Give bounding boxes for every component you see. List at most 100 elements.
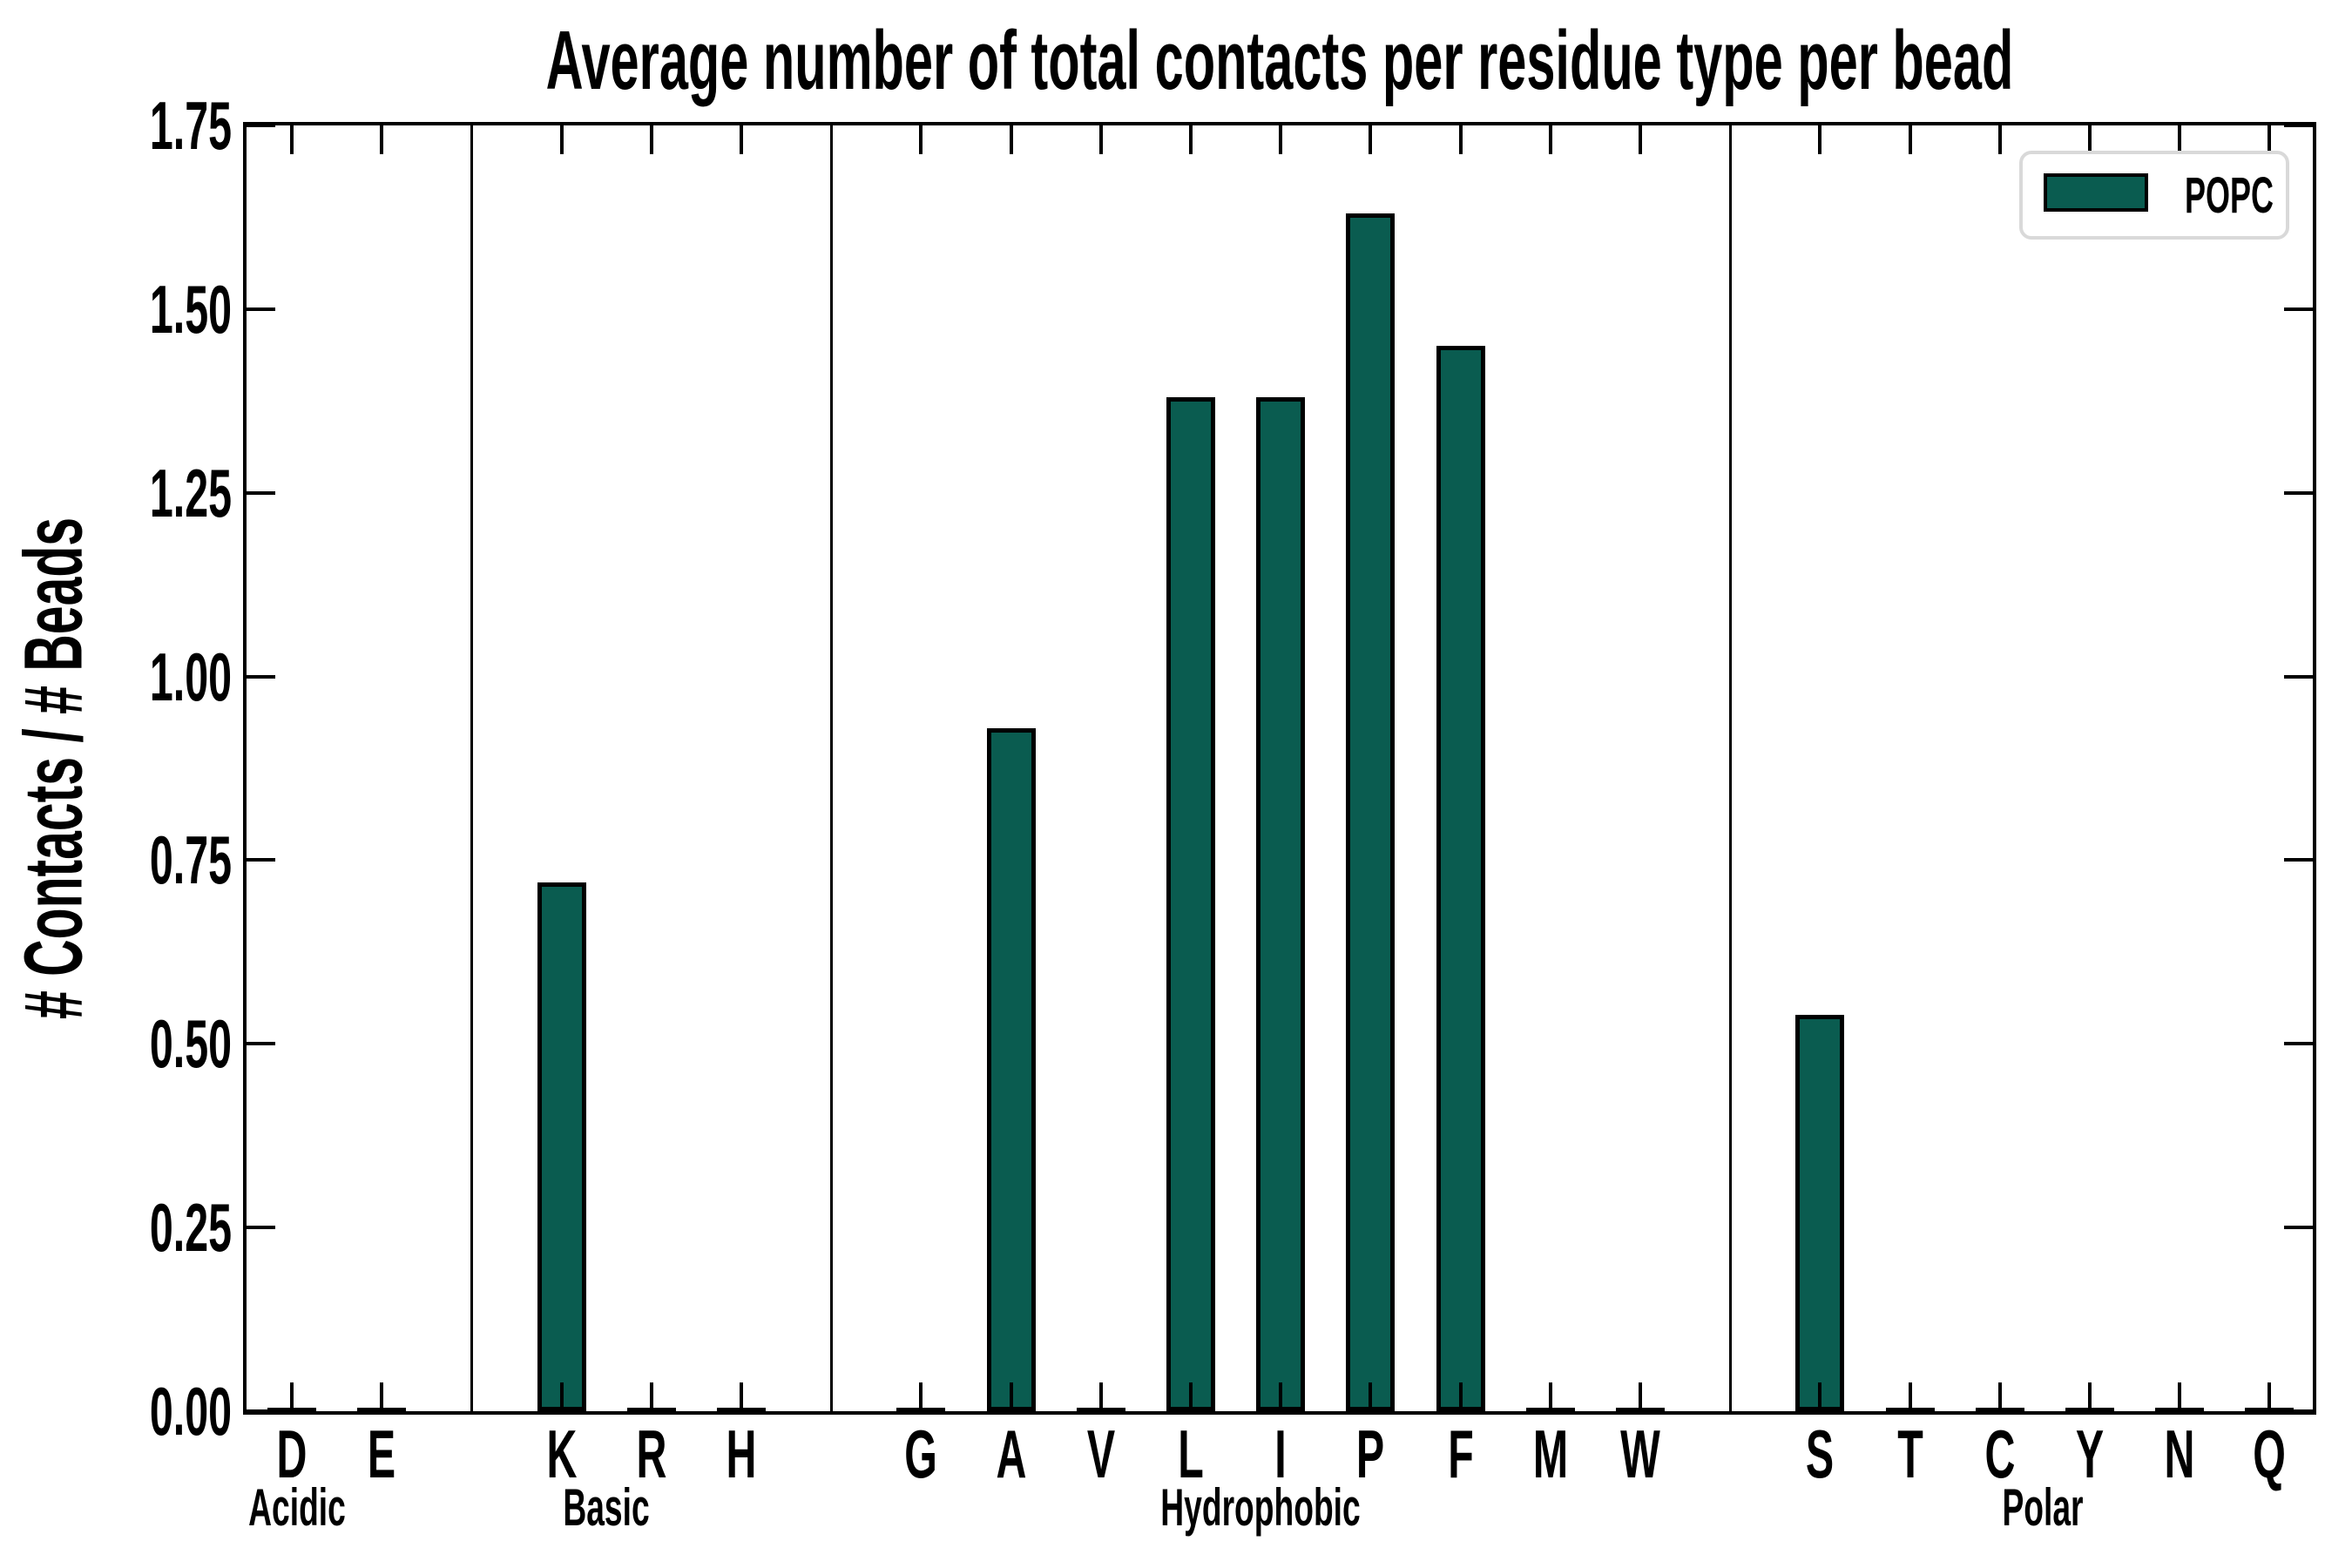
y-tick-right: [2284, 124, 2313, 127]
y-tick: [247, 1226, 275, 1230]
group-divider: [829, 125, 833, 1411]
x-tick-label-V: V: [1086, 1416, 1115, 1492]
x-tick-top: [1098, 125, 1103, 154]
x-tick: [1098, 1382, 1103, 1411]
x-tick-label-Y: Y: [2075, 1416, 2105, 1492]
group-label-polar: Polar: [2002, 1478, 2084, 1537]
x-tick-top: [1908, 125, 1912, 154]
y-tick-label: 0.00: [149, 1373, 232, 1450]
x-tick-label-L: L: [1178, 1416, 1204, 1492]
y-tick: [247, 1042, 275, 1046]
x-tick-label-E: E: [368, 1416, 396, 1492]
x-tick: [2268, 1382, 2272, 1411]
x-tick-label-M: M: [1532, 1416, 1568, 1492]
x-tick: [2178, 1382, 2182, 1411]
y-tick-right: [2284, 1226, 2313, 1230]
y-tick-right: [2284, 1042, 2313, 1046]
x-tick-top: [1997, 125, 2002, 154]
x-tick-label-W: W: [1620, 1416, 1660, 1492]
bar-I: [1256, 397, 1306, 1411]
bar-F: [1436, 346, 1485, 1411]
y-tick-label: 1.75: [149, 87, 232, 164]
x-tick: [1369, 1382, 1373, 1411]
y-tick-label: 1.25: [149, 454, 232, 531]
x-tick: [1458, 1382, 1463, 1411]
x-tick: [1189, 1382, 1193, 1411]
x-tick: [380, 1382, 384, 1411]
x-tick-top: [1279, 125, 1283, 154]
y-tick-label: 0.75: [149, 821, 232, 899]
x-tick: [1279, 1382, 1283, 1411]
bar-P: [1346, 213, 1396, 1411]
x-tick-top: [2268, 125, 2272, 154]
group-label-basic: Basic: [563, 1478, 650, 1537]
x-tick-label-N: N: [2164, 1416, 2195, 1492]
x-tick: [740, 1382, 743, 1411]
x-tick-label-I: I: [1274, 1416, 1287, 1492]
x-tick-top: [1548, 125, 1552, 154]
x-tick-top: [559, 125, 564, 154]
x-tick: [919, 1382, 923, 1411]
x-tick-top: [1369, 125, 1373, 154]
bar-L: [1166, 397, 1215, 1411]
chart-title: Average number of total contacts per res…: [545, 14, 2014, 107]
y-axis-label: # Contacts / # Beads: [7, 517, 100, 1020]
group-label-hydrophobic: Hydrophobic: [1160, 1478, 1361, 1537]
x-tick-label-H: H: [726, 1416, 757, 1492]
x-tick-label-F: F: [1447, 1416, 1474, 1492]
x-tick: [1009, 1382, 1013, 1411]
legend: POPC: [2019, 151, 2289, 240]
bar-S: [1795, 1014, 1845, 1411]
y-tick: [247, 1409, 275, 1413]
x-tick-top: [919, 125, 923, 154]
x-tick-top: [740, 125, 743, 154]
x-tick-label-G: G: [904, 1416, 938, 1492]
y-tick: [247, 490, 275, 495]
bar-A: [986, 727, 1036, 1411]
x-tick-label-A: A: [996, 1416, 1027, 1492]
x-tick-top: [649, 125, 653, 154]
x-tick-label-T: T: [1896, 1416, 1923, 1492]
x-tick: [559, 1382, 564, 1411]
y-tick: [247, 674, 275, 679]
plot-area: [243, 122, 2316, 1415]
y-tick-right: [2284, 674, 2313, 679]
y-tick-label: 1.50: [149, 270, 232, 348]
bar-K: [537, 882, 586, 1411]
x-tick: [2088, 1382, 2092, 1411]
x-tick-label-K: K: [546, 1416, 578, 1492]
x-tick: [1639, 1382, 1642, 1411]
y-tick-right: [2284, 858, 2313, 862]
y-tick-label: 1.00: [149, 638, 232, 715]
x-tick-top: [1818, 125, 1822, 154]
x-tick: [1818, 1382, 1822, 1411]
x-tick-top: [380, 125, 384, 154]
y-tick-right: [2284, 307, 2313, 311]
x-tick: [1997, 1382, 2002, 1411]
y-tick: [247, 858, 275, 862]
x-tick-label-C: C: [1984, 1416, 2016, 1492]
y-tick-label: 0.25: [149, 1189, 232, 1267]
legend-label: POPC: [2185, 167, 2274, 224]
y-tick-right: [2284, 1409, 2313, 1413]
x-tick: [649, 1382, 653, 1411]
y-tick-right: [2284, 490, 2313, 495]
x-tick-label-R: R: [636, 1416, 667, 1492]
x-tick-top: [1639, 125, 1642, 154]
x-tick-label-P: P: [1356, 1416, 1385, 1492]
group-divider: [470, 125, 473, 1411]
y-tick: [247, 124, 275, 127]
x-tick-top: [1458, 125, 1463, 154]
x-tick-top: [1009, 125, 1013, 154]
x-tick-top: [290, 125, 294, 154]
group-label-acidic: Acidic: [248, 1478, 346, 1537]
x-tick-top: [1189, 125, 1193, 154]
x-tick: [1908, 1382, 1912, 1411]
x-tick-label-Q: Q: [2253, 1416, 2287, 1492]
x-tick-label-D: D: [276, 1416, 308, 1492]
x-tick: [1548, 1382, 1552, 1411]
y-tick-label: 0.50: [149, 1005, 232, 1083]
legend-swatch: [2044, 173, 2148, 212]
x-tick: [290, 1382, 294, 1411]
